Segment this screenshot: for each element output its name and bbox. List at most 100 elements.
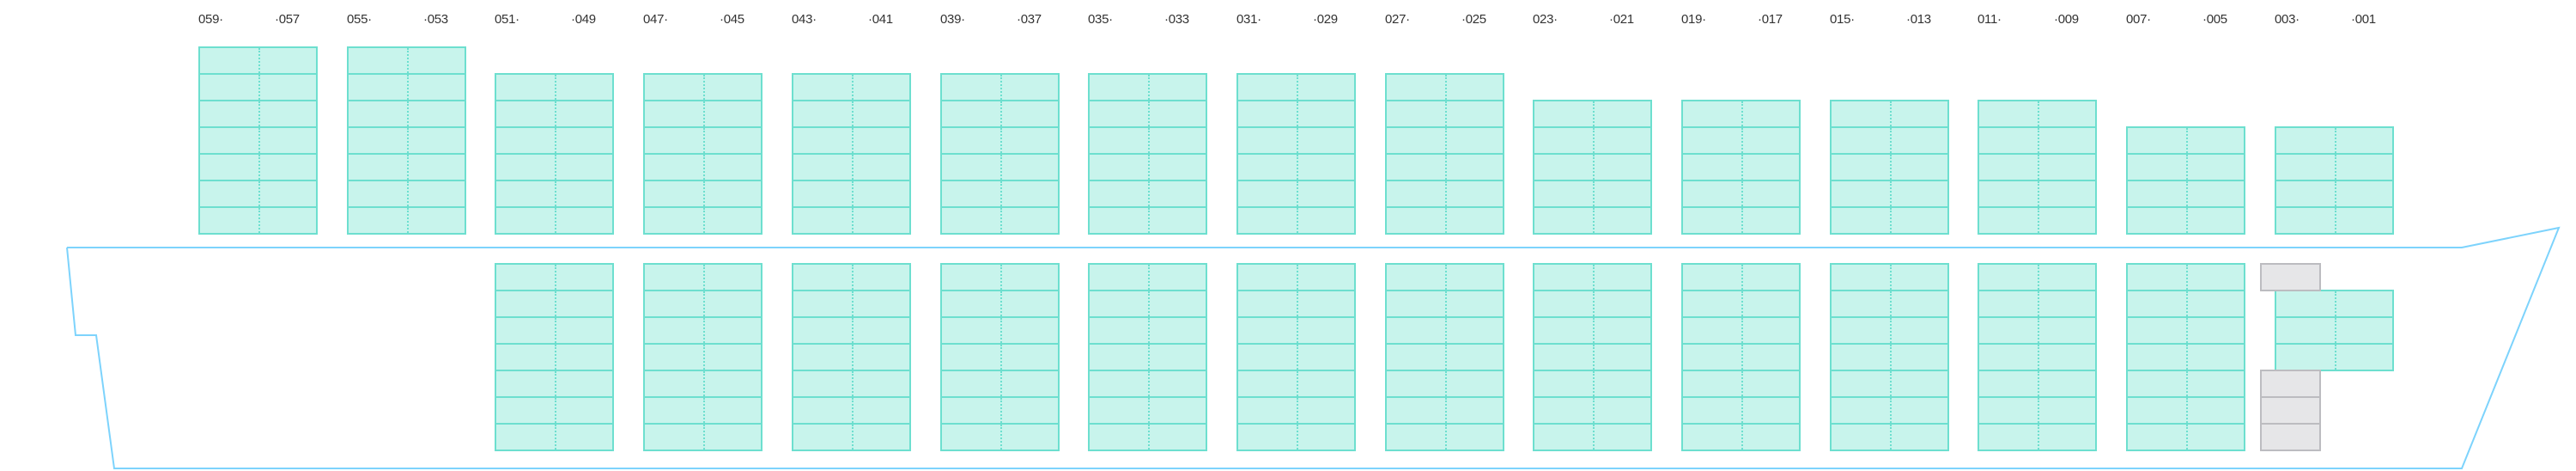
hold-slot[interactable] xyxy=(1088,263,1207,291)
deck-slot[interactable] xyxy=(1236,206,1356,235)
hold-slot[interactable] xyxy=(2126,316,2245,345)
hold-slot[interactable] xyxy=(2126,370,2245,398)
deck-slot[interactable] xyxy=(1088,153,1207,181)
deck-slot[interactable] xyxy=(1236,180,1356,208)
hold-slot[interactable] xyxy=(792,316,911,345)
deck-slot[interactable] xyxy=(198,206,318,235)
deck-slot[interactable] xyxy=(1533,100,1652,128)
deck-slot[interactable] xyxy=(2275,180,2394,208)
hold-slot[interactable] xyxy=(1385,263,1504,291)
deck-slot[interactable] xyxy=(2275,206,2394,235)
hold-slot[interactable] xyxy=(1236,290,1356,318)
deck-slot[interactable] xyxy=(2275,126,2394,155)
hold-slot[interactable] xyxy=(1088,290,1207,318)
deck-slot[interactable] xyxy=(643,206,762,235)
deck-slot[interactable] xyxy=(940,206,1060,235)
hold-slot[interactable] xyxy=(1830,290,1949,318)
deck-slot[interactable] xyxy=(1978,126,2097,155)
hold-slot[interactable] xyxy=(643,423,762,451)
deck-slot[interactable] xyxy=(643,73,762,101)
deck-slot[interactable] xyxy=(643,153,762,181)
deck-slot[interactable] xyxy=(1830,126,1949,155)
hold-slot[interactable] xyxy=(1088,370,1207,398)
deck-slot[interactable] xyxy=(940,73,1060,101)
deck-slot[interactable] xyxy=(1088,180,1207,208)
hold-slot[interactable] xyxy=(1236,343,1356,371)
hold-slot[interactable] xyxy=(2126,290,2245,318)
hold-slot[interactable] xyxy=(2126,423,2245,451)
hold-slot[interactable] xyxy=(1236,263,1356,291)
deck-slot[interactable] xyxy=(495,180,614,208)
hold-slot[interactable] xyxy=(940,343,1060,371)
deck-slot[interactable] xyxy=(1681,180,1801,208)
hold-slot[interactable] xyxy=(792,396,911,425)
hold-slot[interactable] xyxy=(1088,423,1207,451)
deck-slot[interactable] xyxy=(1088,206,1207,235)
hold-slot[interactable] xyxy=(1533,396,1652,425)
hold-slot[interactable] xyxy=(1533,316,1652,345)
hold-slot[interactable] xyxy=(1978,423,2097,451)
deck-slot[interactable] xyxy=(198,100,318,128)
hold-slot[interactable] xyxy=(1681,396,1801,425)
hold-slot[interactable] xyxy=(495,290,614,318)
deck-slot[interactable] xyxy=(1830,100,1949,128)
hold-slot[interactable] xyxy=(1978,370,2097,398)
deck-slot[interactable] xyxy=(1978,180,2097,208)
hold-slot[interactable] xyxy=(1533,343,1652,371)
deck-slot[interactable] xyxy=(643,100,762,128)
hold-slot[interactable] xyxy=(1681,423,1801,451)
hold-slot[interactable] xyxy=(643,370,762,398)
blocked-slot[interactable] xyxy=(2260,263,2321,291)
hold-slot[interactable] xyxy=(1830,396,1949,425)
deck-slot[interactable] xyxy=(2126,153,2245,181)
hold-slot[interactable] xyxy=(495,316,614,345)
hold-slot[interactable] xyxy=(643,343,762,371)
deck-slot[interactable] xyxy=(2126,180,2245,208)
blocked-slot[interactable] xyxy=(2260,370,2321,398)
hold-slot[interactable] xyxy=(1236,370,1356,398)
deck-slot[interactable] xyxy=(495,153,614,181)
hold-slot[interactable] xyxy=(643,396,762,425)
deck-slot[interactable] xyxy=(1236,126,1356,155)
deck-slot[interactable] xyxy=(1385,100,1504,128)
deck-slot[interactable] xyxy=(495,73,614,101)
deck-slot[interactable] xyxy=(940,100,1060,128)
hold-slot[interactable] xyxy=(1533,370,1652,398)
hold-slot[interactable] xyxy=(1385,396,1504,425)
deck-slot[interactable] xyxy=(347,46,466,75)
hold-slot[interactable] xyxy=(1978,343,2097,371)
deck-slot[interactable] xyxy=(792,73,911,101)
hold-slot[interactable] xyxy=(792,290,911,318)
deck-slot[interactable] xyxy=(198,73,318,101)
deck-slot[interactable] xyxy=(1533,126,1652,155)
deck-slot[interactable] xyxy=(198,46,318,75)
deck-slot[interactable] xyxy=(1385,206,1504,235)
deck-slot[interactable] xyxy=(940,126,1060,155)
deck-slot[interactable] xyxy=(1236,100,1356,128)
hold-slot[interactable] xyxy=(792,370,911,398)
hold-slot[interactable] xyxy=(1088,343,1207,371)
deck-slot[interactable] xyxy=(2275,153,2394,181)
hold-slot[interactable] xyxy=(1830,423,1949,451)
hold-slot[interactable] xyxy=(1236,423,1356,451)
deck-slot[interactable] xyxy=(792,100,911,128)
deck-slot[interactable] xyxy=(1681,206,1801,235)
deck-slot[interactable] xyxy=(792,126,911,155)
hold-slot[interactable] xyxy=(1236,316,1356,345)
deck-slot[interactable] xyxy=(643,180,762,208)
deck-slot[interactable] xyxy=(198,126,318,155)
deck-slot[interactable] xyxy=(792,206,911,235)
deck-slot[interactable] xyxy=(1385,126,1504,155)
hold-slot[interactable] xyxy=(940,316,1060,345)
hold-slot[interactable] xyxy=(1385,370,1504,398)
deck-slot[interactable] xyxy=(347,100,466,128)
deck-slot[interactable] xyxy=(495,206,614,235)
hold-slot[interactable] xyxy=(643,290,762,318)
deck-slot[interactable] xyxy=(1385,73,1504,101)
deck-slot[interactable] xyxy=(198,180,318,208)
hold-slot[interactable] xyxy=(940,263,1060,291)
deck-slot[interactable] xyxy=(1533,153,1652,181)
deck-slot[interactable] xyxy=(792,180,911,208)
hold-slot[interactable] xyxy=(1681,263,1801,291)
hold-slot[interactable] xyxy=(1830,263,1949,291)
